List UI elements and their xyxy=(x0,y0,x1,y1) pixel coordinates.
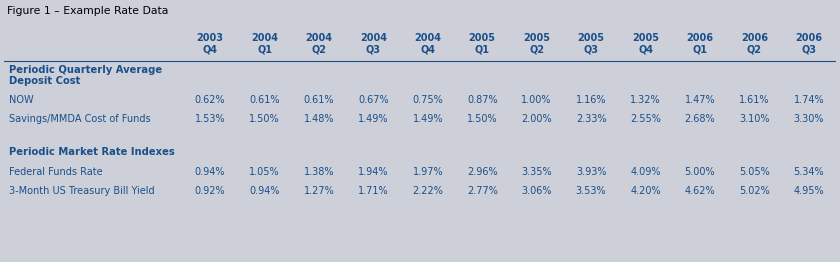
Text: 5.00%: 5.00% xyxy=(685,167,715,177)
Text: 1.94%: 1.94% xyxy=(358,167,389,177)
Text: 0.87%: 0.87% xyxy=(467,95,497,105)
Text: Savings/MMDA Cost of Funds: Savings/MMDA Cost of Funds xyxy=(9,114,150,124)
Text: 3.35%: 3.35% xyxy=(522,167,552,177)
Text: 1.71%: 1.71% xyxy=(358,186,389,196)
Text: 2.68%: 2.68% xyxy=(685,114,715,124)
Text: 3.93%: 3.93% xyxy=(576,167,606,177)
Text: 1.53%: 1.53% xyxy=(195,114,225,124)
Text: Q1: Q1 xyxy=(257,45,272,55)
Text: 1.48%: 1.48% xyxy=(304,114,334,124)
Text: 0.61%: 0.61% xyxy=(249,95,280,105)
Text: 3.10%: 3.10% xyxy=(739,114,769,124)
Text: Q2: Q2 xyxy=(312,45,327,55)
Text: Q1: Q1 xyxy=(475,45,490,55)
Text: Q4: Q4 xyxy=(638,45,653,55)
Text: 1.38%: 1.38% xyxy=(304,167,334,177)
Text: Q1: Q1 xyxy=(692,45,707,55)
Text: 0.75%: 0.75% xyxy=(412,95,444,105)
Text: 0.92%: 0.92% xyxy=(195,186,225,196)
Text: 1.27%: 1.27% xyxy=(303,186,334,196)
Text: 1.32%: 1.32% xyxy=(630,95,661,105)
Text: Federal Funds Rate: Federal Funds Rate xyxy=(9,167,102,177)
Text: Q2: Q2 xyxy=(747,45,762,55)
Text: 2005: 2005 xyxy=(578,33,605,43)
Text: 5.05%: 5.05% xyxy=(739,167,769,177)
Text: 2.55%: 2.55% xyxy=(630,114,661,124)
Text: Periodic Quarterly Average: Periodic Quarterly Average xyxy=(9,65,162,75)
Text: 5.02%: 5.02% xyxy=(739,186,769,196)
Text: 4.20%: 4.20% xyxy=(630,186,661,196)
Text: 4.95%: 4.95% xyxy=(794,186,824,196)
Text: 3.53%: 3.53% xyxy=(575,186,606,196)
Text: Q3: Q3 xyxy=(584,45,599,55)
Text: 2003: 2003 xyxy=(197,33,223,43)
Text: 1.50%: 1.50% xyxy=(249,114,280,124)
Text: Q3: Q3 xyxy=(801,45,816,55)
Text: 2005: 2005 xyxy=(523,33,550,43)
Text: 2.96%: 2.96% xyxy=(467,167,497,177)
Text: 1.97%: 1.97% xyxy=(412,167,444,177)
Text: Q2: Q2 xyxy=(529,45,544,55)
Text: 2004: 2004 xyxy=(414,33,441,43)
Text: Deposit Cost: Deposit Cost xyxy=(9,76,81,86)
Text: 2006: 2006 xyxy=(686,33,713,43)
Text: Q4: Q4 xyxy=(420,45,435,55)
Text: 2004: 2004 xyxy=(251,33,278,43)
Text: 0.61%: 0.61% xyxy=(304,95,334,105)
Text: 0.62%: 0.62% xyxy=(195,95,225,105)
Text: 3-Month US Treasury Bill Yield: 3-Month US Treasury Bill Yield xyxy=(9,186,155,196)
Text: 1.61%: 1.61% xyxy=(739,95,769,105)
Text: 2004: 2004 xyxy=(360,33,387,43)
Text: Q3: Q3 xyxy=(366,45,381,55)
Text: Periodic Market Rate Indexes: Periodic Market Rate Indexes xyxy=(9,147,175,157)
Text: 2005: 2005 xyxy=(632,33,659,43)
Text: 2006: 2006 xyxy=(741,33,768,43)
Text: 2.00%: 2.00% xyxy=(522,114,552,124)
Text: 0.67%: 0.67% xyxy=(358,95,389,105)
Text: 2.33%: 2.33% xyxy=(575,114,606,124)
Text: 1.49%: 1.49% xyxy=(358,114,389,124)
Text: 0.94%: 0.94% xyxy=(195,167,225,177)
Text: 0.94%: 0.94% xyxy=(249,186,280,196)
Text: 2004: 2004 xyxy=(306,33,333,43)
Text: 2006: 2006 xyxy=(795,33,822,43)
Text: 1.47%: 1.47% xyxy=(685,95,715,105)
Text: 1.50%: 1.50% xyxy=(467,114,497,124)
Text: 1.49%: 1.49% xyxy=(412,114,443,124)
Text: Figure 1 – Example Rate Data: Figure 1 – Example Rate Data xyxy=(7,6,168,16)
Text: 2.77%: 2.77% xyxy=(467,186,497,196)
Text: NOW: NOW xyxy=(9,95,34,105)
Text: 3.06%: 3.06% xyxy=(522,186,552,196)
Text: 1.05%: 1.05% xyxy=(249,167,280,177)
Text: 4.62%: 4.62% xyxy=(685,186,715,196)
Text: 5.34%: 5.34% xyxy=(794,167,824,177)
Text: Q4: Q4 xyxy=(202,45,218,55)
Text: 1.74%: 1.74% xyxy=(794,95,824,105)
Text: 4.09%: 4.09% xyxy=(630,167,661,177)
Text: 2005: 2005 xyxy=(469,33,496,43)
Text: 1.16%: 1.16% xyxy=(576,95,606,105)
Text: 2.22%: 2.22% xyxy=(412,186,444,196)
Text: 3.30%: 3.30% xyxy=(794,114,824,124)
Text: 1.00%: 1.00% xyxy=(522,95,552,105)
